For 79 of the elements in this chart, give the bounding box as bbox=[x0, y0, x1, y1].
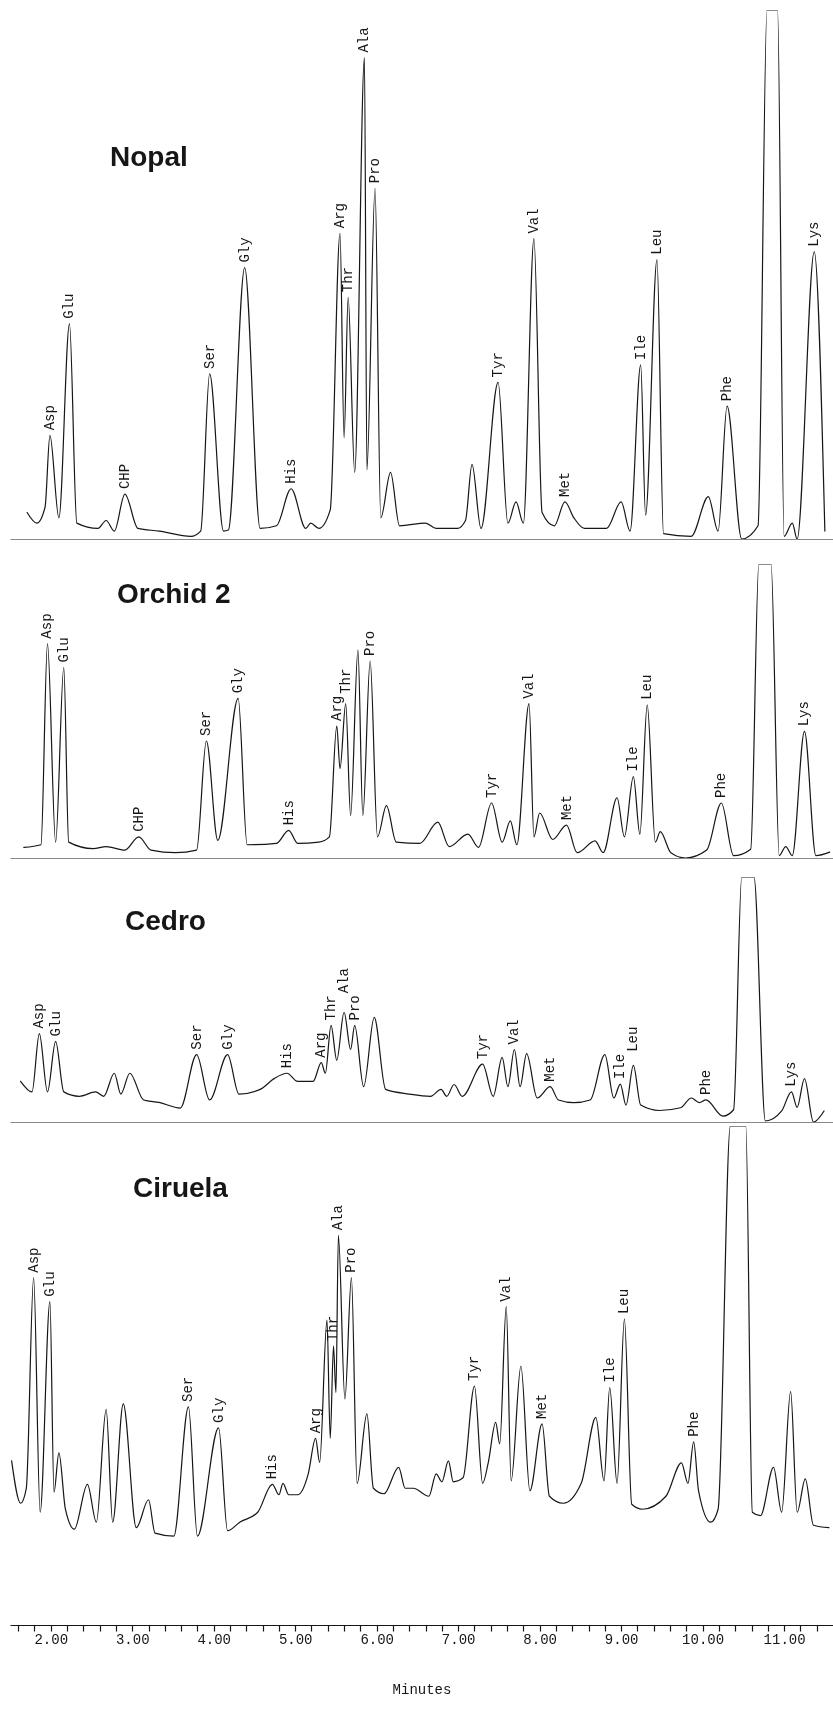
x-axis-title: Minutes bbox=[392, 1681, 452, 1698]
annotation: Val bbox=[521, 673, 538, 699]
text: Cedro bbox=[125, 905, 206, 936]
x-tick-label: 10.00 bbox=[682, 1631, 725, 1648]
annotation: Val bbox=[498, 1276, 515, 1302]
annotation: Thr bbox=[323, 995, 340, 1021]
annotation: Leu bbox=[625, 1026, 642, 1052]
annotation: Asp bbox=[25, 1247, 42, 1273]
x-tick-label: 4.00 bbox=[197, 1631, 232, 1648]
annotation: Thr bbox=[325, 1315, 342, 1342]
annotation: Ser bbox=[188, 1024, 205, 1050]
annotation: Glu bbox=[61, 293, 78, 319]
annotation: Gly bbox=[236, 237, 253, 263]
annotation: Met bbox=[556, 471, 573, 497]
x-tick-label: 5.00 bbox=[278, 1631, 313, 1648]
x-tick-label: 2.00 bbox=[34, 1631, 69, 1648]
annotation: Val bbox=[525, 208, 542, 234]
annotation: CHP bbox=[130, 806, 147, 832]
annotation: Lys bbox=[783, 1061, 800, 1087]
annotation: Leu bbox=[639, 674, 656, 700]
x-tick-label: 3.00 bbox=[115, 1631, 150, 1648]
annotation: Asp bbox=[39, 613, 56, 639]
annotation: Phe bbox=[713, 772, 730, 799]
annotation: Ser bbox=[180, 1376, 197, 1402]
x-tick-label: 6.00 bbox=[360, 1631, 394, 1648]
annotation: Phe bbox=[719, 376, 736, 402]
annotation: Arg bbox=[328, 695, 345, 721]
x-tick-label: 8.00 bbox=[523, 1631, 557, 1648]
annotation: His bbox=[264, 1454, 281, 1480]
annotation: Leu bbox=[616, 1288, 633, 1315]
annotation: Ile bbox=[632, 334, 649, 360]
annotation: Ile bbox=[612, 1053, 629, 1080]
annotation: Phe bbox=[697, 1069, 714, 1095]
text: Ciruela bbox=[133, 1172, 229, 1203]
text: Orchid 2 bbox=[117, 578, 231, 609]
annotation: Val bbox=[506, 1019, 523, 1045]
annotation: Leu bbox=[648, 229, 665, 255]
annotation: Arg bbox=[313, 1032, 330, 1058]
annotation: Glu bbox=[55, 637, 72, 663]
text: Nopal bbox=[110, 141, 188, 172]
annotation: Glu bbox=[47, 1011, 64, 1037]
annotation: Lys bbox=[796, 701, 813, 727]
annotation: Asp bbox=[31, 1003, 48, 1029]
annotation: Ala bbox=[356, 27, 373, 53]
annotation: Phe bbox=[685, 1411, 702, 1437]
annotation: Pro bbox=[362, 630, 379, 657]
annotation: Met bbox=[534, 1393, 551, 1419]
annotation: Asp bbox=[41, 405, 58, 431]
annotation: Arg bbox=[332, 203, 349, 229]
annotation: Gly bbox=[210, 1397, 227, 1423]
annotation: Ala bbox=[336, 968, 353, 994]
annotation: Arg bbox=[307, 1408, 324, 1434]
annotation: Pro bbox=[367, 158, 384, 184]
annotation: Met bbox=[542, 1056, 559, 1082]
annotation: Gly bbox=[219, 1024, 236, 1050]
annotation: Ser bbox=[201, 343, 218, 369]
annotation: Glu bbox=[41, 1271, 58, 1297]
annotation: His bbox=[283, 458, 300, 484]
x-tick-label: 11.00 bbox=[763, 1631, 806, 1648]
annotation: Ser bbox=[198, 710, 215, 736]
annotation: Tyr bbox=[474, 1033, 491, 1060]
annotation: Pro bbox=[343, 1247, 360, 1273]
x-tick-label: 9.00 bbox=[604, 1631, 639, 1648]
annotation: Tyr bbox=[466, 1355, 483, 1381]
annotation: Thr bbox=[340, 267, 357, 293]
annotation: Thr bbox=[337, 668, 354, 694]
annotation: Gly bbox=[230, 668, 247, 694]
annotation: Tyr bbox=[490, 352, 507, 378]
x-tick-label: 7.00 bbox=[441, 1631, 476, 1648]
annotation: Lys bbox=[806, 221, 823, 247]
annotation: Ala bbox=[330, 1205, 347, 1231]
annotation: Ile bbox=[601, 1357, 618, 1383]
annotation: CHP bbox=[116, 463, 133, 490]
annotation: Met bbox=[558, 794, 575, 821]
annotation: Ile bbox=[625, 746, 642, 772]
annotation: Tyr bbox=[483, 772, 500, 799]
annotation: His bbox=[279, 1043, 296, 1069]
annotation: His bbox=[280, 800, 297, 826]
annotation: Pro bbox=[346, 995, 363, 1021]
